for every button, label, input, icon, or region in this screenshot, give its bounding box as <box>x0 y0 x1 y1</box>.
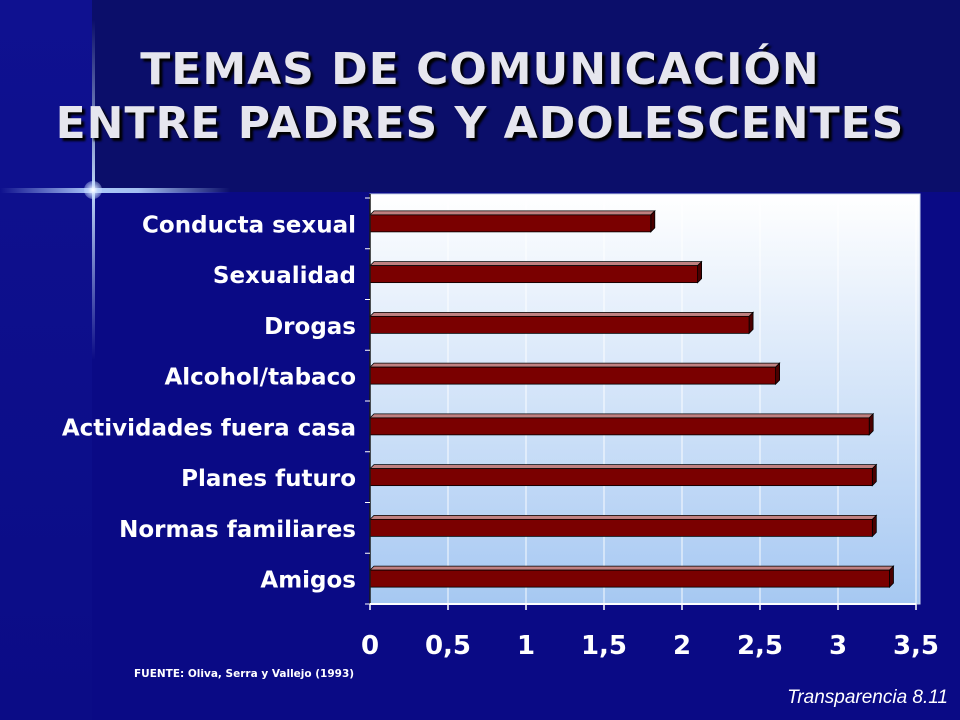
bar-top-face <box>369 261 703 267</box>
bar <box>369 265 699 284</box>
tick-labels: 0 0,5 1 1,5 2 2,5 3 3,5 <box>361 631 939 661</box>
sparkle-star-icon <box>84 181 102 199</box>
bar-side-face <box>697 260 702 284</box>
bar <box>369 214 652 233</box>
bar <box>369 569 890 588</box>
x-tick-label: 1,5 <box>581 631 627 661</box>
category-label: Alcohol/tabaco <box>164 365 356 391</box>
bar-top-face <box>369 464 878 470</box>
bar-top-face <box>369 362 781 368</box>
category-label: Amigos <box>260 568 356 594</box>
bar-top-face <box>369 413 875 419</box>
bars <box>369 209 895 589</box>
bar-side-face <box>748 311 754 335</box>
category-labels: Conducta sexual Sexualidad Drogas Alcohol/t… <box>62 212 356 593</box>
category-label: Actividades fuera casa <box>62 415 356 441</box>
axes <box>365 194 917 610</box>
x-tick-label: 3 <box>829 631 847 661</box>
slide-title-line-2: ENTRE PADRES Y ADOLESCENTES <box>55 98 905 149</box>
bar-top-face <box>369 565 895 571</box>
bar <box>369 366 777 385</box>
bar <box>369 518 873 537</box>
category-label: Normas familiares <box>119 517 356 543</box>
bar-side-face <box>650 209 656 233</box>
x-tick-label: 0 <box>361 631 379 661</box>
x-tick-label: 2 <box>673 631 691 661</box>
bar-top-face <box>369 311 755 317</box>
x-tick-label: 2,5 <box>737 631 783 661</box>
slide-title-line-1: TEMAS DE COMUNICACIÓN <box>140 44 820 95</box>
x-tick-label: 1 <box>517 631 535 661</box>
bar-top-face <box>369 210 656 216</box>
bar-side-face <box>775 362 780 386</box>
x-tick-label: 0,5 <box>425 631 471 661</box>
bar-side-face <box>868 412 874 436</box>
x-tick-label: 3,5 <box>893 631 939 661</box>
category-label: Drogas <box>264 314 356 340</box>
bar-side-face <box>889 565 894 589</box>
bar-side-face <box>871 514 877 538</box>
bar <box>369 417 870 436</box>
bar-side-face <box>871 463 877 487</box>
slide-number-label: Transparencia 8.11 <box>787 687 948 708</box>
title-band <box>0 0 960 192</box>
category-label: Sexualidad <box>213 263 356 289</box>
category-label: Planes futuro <box>181 466 356 492</box>
source-note: FUENTE: Oliva, Serra y Vallejo (1993) <box>134 668 355 680</box>
bar-top-face <box>369 514 878 520</box>
left-band <box>0 0 92 720</box>
sparkle-horizontal-ray <box>0 188 230 193</box>
category-label: Conducta sexual <box>142 212 356 238</box>
bar <box>369 315 750 334</box>
bar <box>369 468 873 487</box>
